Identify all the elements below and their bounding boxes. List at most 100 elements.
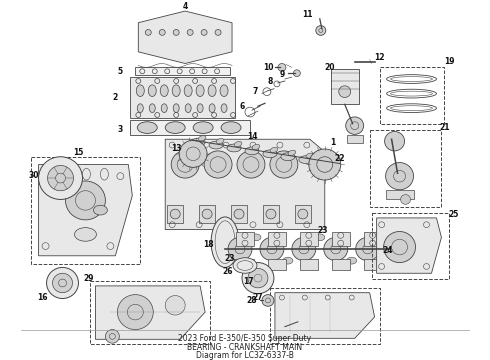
Text: 16: 16 [37,293,48,302]
Ellipse shape [209,141,223,149]
Bar [270,288,380,344]
Bar [295,205,311,223]
Text: Diagram for LC3Z-6337-B: Diagram for LC3Z-6337-B [196,351,294,360]
Circle shape [47,267,78,298]
Ellipse shape [211,217,239,267]
Bar [300,259,318,270]
Text: 14: 14 [247,132,257,141]
Text: 2: 2 [113,93,118,102]
Circle shape [266,209,276,219]
Bar [364,259,382,270]
Circle shape [242,262,274,294]
Bar [332,259,350,270]
Ellipse shape [220,85,228,96]
Circle shape [204,151,232,178]
Text: 20: 20 [324,63,335,72]
Bar [371,213,449,279]
Ellipse shape [281,153,295,161]
Circle shape [228,237,252,261]
Circle shape [309,149,341,180]
Ellipse shape [347,257,357,264]
Text: 8: 8 [267,77,272,86]
Ellipse shape [306,153,314,158]
Bar [231,205,247,223]
Circle shape [316,26,326,35]
Circle shape [346,117,364,134]
Text: 23: 23 [225,254,235,263]
Circle shape [260,237,284,261]
Ellipse shape [74,228,97,241]
Bar [236,233,254,246]
Bar [268,233,286,246]
Bar [331,69,359,104]
Circle shape [171,151,199,178]
Ellipse shape [173,104,179,113]
Ellipse shape [185,104,191,113]
Ellipse shape [252,144,260,150]
Text: 24: 24 [382,247,393,256]
Circle shape [234,209,244,219]
Ellipse shape [283,257,293,264]
Bar [300,233,318,246]
Ellipse shape [136,85,144,96]
Text: 1: 1 [330,138,335,147]
Circle shape [187,30,193,35]
Polygon shape [39,165,132,256]
Ellipse shape [234,141,242,147]
Text: 29: 29 [83,274,94,283]
Ellipse shape [209,104,215,113]
Ellipse shape [161,104,167,113]
Polygon shape [96,286,205,339]
Text: 10: 10 [263,63,273,72]
Bar [386,190,414,199]
Ellipse shape [227,144,241,152]
Polygon shape [165,139,325,230]
Circle shape [386,163,414,190]
Text: 12: 12 [374,53,385,62]
Polygon shape [377,218,441,273]
Bar [332,233,350,246]
Polygon shape [275,293,375,338]
Circle shape [39,157,82,199]
Text: 13: 13 [171,144,181,153]
Circle shape [66,181,105,220]
Ellipse shape [288,150,295,156]
Text: 15: 15 [74,148,84,157]
Circle shape [202,209,212,219]
Bar [236,259,254,270]
Text: 9: 9 [279,70,285,79]
Polygon shape [135,67,230,75]
Text: 11: 11 [302,10,313,19]
Ellipse shape [149,104,155,113]
Circle shape [292,237,316,261]
Bar [347,135,363,143]
Circle shape [159,30,165,35]
Text: 25: 25 [448,211,459,220]
Polygon shape [130,120,250,135]
Bar [369,130,441,207]
Ellipse shape [221,122,241,134]
Circle shape [201,30,207,35]
Ellipse shape [165,122,185,134]
Text: 26: 26 [223,267,233,276]
Ellipse shape [245,147,259,155]
Ellipse shape [184,85,192,96]
Ellipse shape [191,138,205,146]
Circle shape [385,131,405,151]
Ellipse shape [172,85,180,96]
Bar [199,205,215,223]
Text: 3: 3 [118,125,123,134]
Circle shape [294,70,300,77]
Ellipse shape [137,122,157,134]
Text: 19: 19 [444,57,455,66]
Circle shape [278,63,286,71]
Circle shape [400,195,411,204]
Circle shape [324,237,348,261]
Ellipse shape [221,104,227,113]
Bar [263,205,279,223]
Circle shape [237,151,265,178]
Ellipse shape [160,85,168,96]
Text: 7: 7 [252,87,258,96]
Ellipse shape [94,205,107,215]
Circle shape [339,86,351,98]
